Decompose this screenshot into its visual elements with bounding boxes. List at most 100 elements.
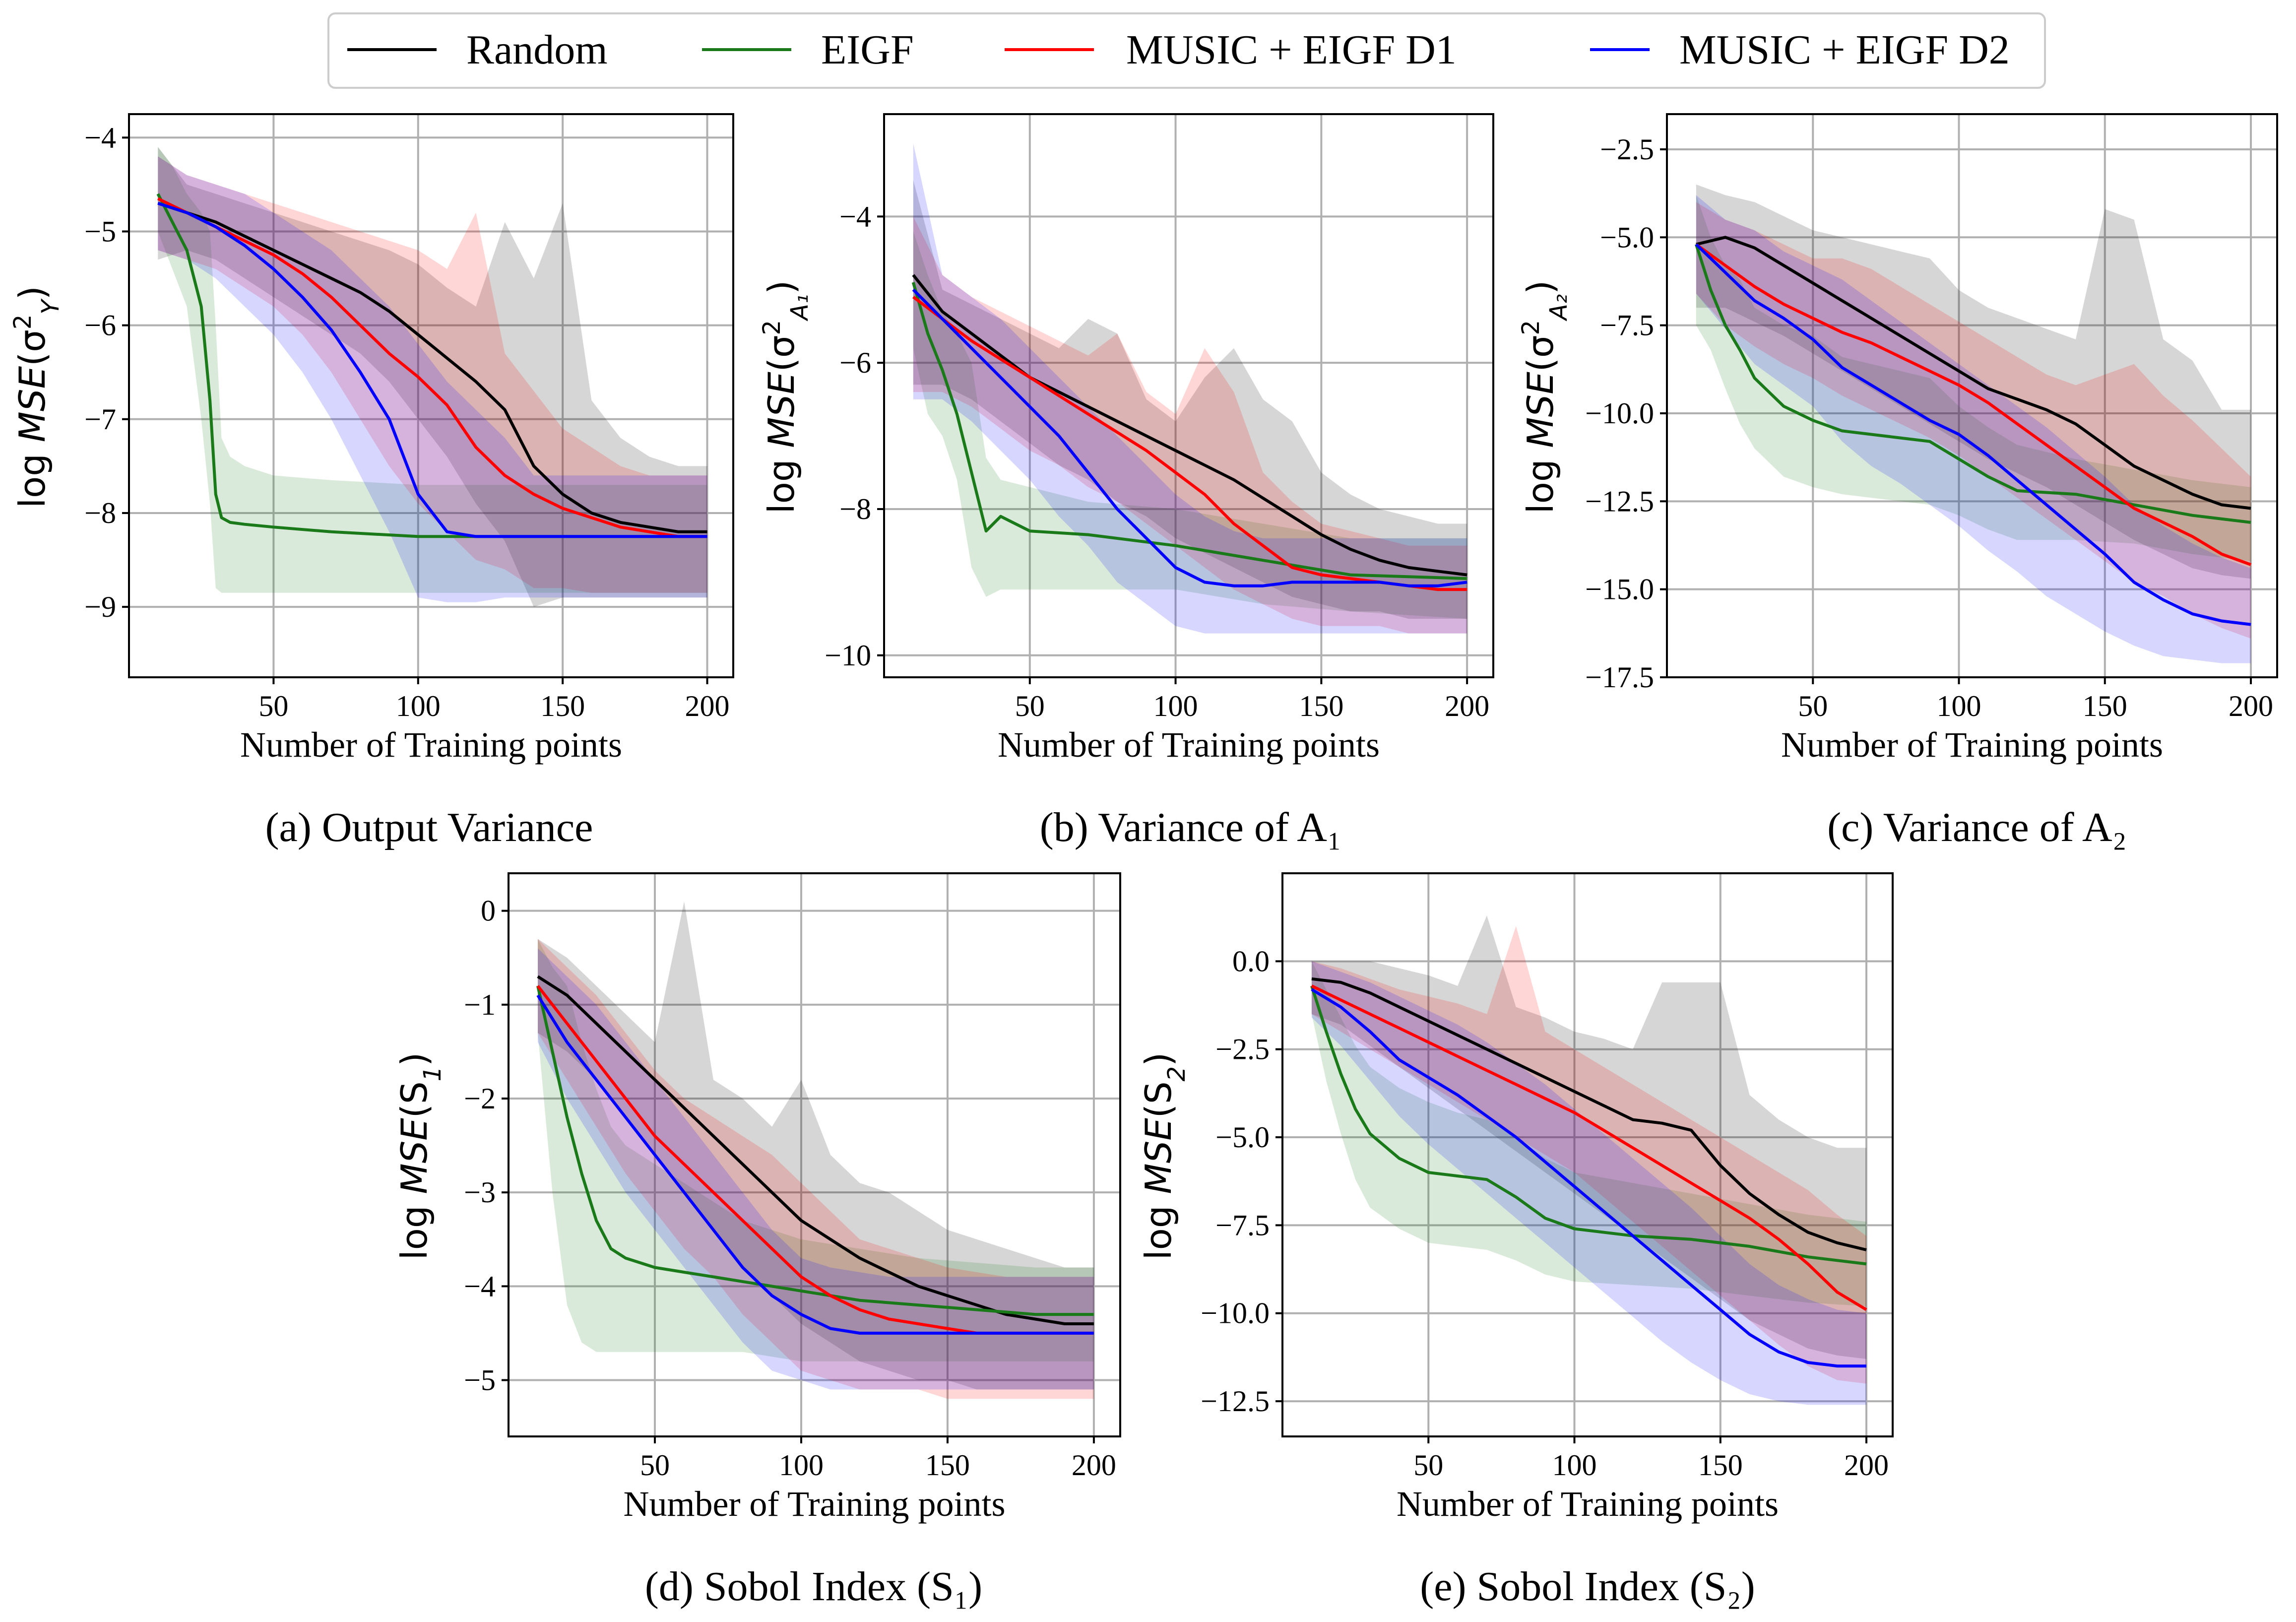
panel-e-sobol-s2: 50 100 150 200 −12.5 −10.0 −7.5 −5.0 −2.5 0.0 Numb… [1138,872,1894,1610]
band-music-eigf-d1 [538,939,1094,1399]
x-tick-label: 200 [1445,690,1489,722]
panel-b-variance-a1: 50 100 150 200 −10 −8 −6 −4 Number of Training p… [758,113,1494,850]
x-tick-label: 50 [258,690,288,722]
band-eigf [1311,961,1866,1306]
band-music-eigf-d2 [1311,961,1866,1405]
x-tick-label: 50 [1798,690,1828,722]
x-tick-label: 200 [1072,1449,1116,1482]
y-tick-label: −7.5 [1600,309,1654,342]
band-eigf [1696,195,2251,561]
x-tick-label: 200 [685,690,730,722]
legend: Random EIGF MUSIC + EIGF D1 MUSIC + EIGF… [327,12,2046,89]
series-line-music-eigf-d2 [912,288,1467,587]
y-tick-label: −3 [464,1176,496,1209]
y-tick-label: −2 [464,1082,496,1115]
y-tick-label: −8 [84,497,116,529]
y-tick-label: −6 [839,346,871,379]
y-tick-label: −5 [84,215,116,248]
x-axis-label: Number of Training points [623,1484,1005,1524]
x-tick-label: 200 [1844,1449,1889,1482]
series-line-music-eigf-d2 [1695,243,2251,626]
series-line-random [1696,236,2251,510]
y-tick-label: −7.5 [1215,1209,1270,1241]
plot-area [1310,915,1867,1405]
y-tick-label: −17.5 [1585,661,1654,694]
band-music-eigf-d1 [1696,202,2251,639]
y-axis-label: log MSE(σ2A₁) [758,280,814,514]
band-random [913,180,1467,619]
legend-frame [327,12,2046,89]
axes-frame [1666,113,2278,678]
series-line-music-eigf-d1 [1695,243,2252,566]
band-eigf [913,231,1467,619]
band-music-eigf-d1 [158,156,707,593]
series-line-music-eigf-d1 [1311,984,1867,1311]
x-tick-label: 100 [1552,1449,1597,1482]
series-line-random [157,201,707,533]
plot-area [156,147,707,607]
y-tick-label: −8 [839,493,871,525]
y-tick-label: −10.0 [1201,1297,1270,1330]
y-axis-label: log MSE(σ2A₂) [1517,280,1573,514]
band-random [1311,915,1866,1359]
series-line-music-eigf-d2 [157,201,707,538]
band-music-eigf-d1 [1311,926,1866,1384]
y-tick-label: 0 [481,895,496,927]
y-tick-label: 0.0 [1232,945,1270,977]
y-axis-label: log MSE(S1) [393,1052,446,1260]
band-random [538,901,1094,1390]
y-tick-label: −5.0 [1600,221,1654,254]
axes-frame [128,113,734,678]
x-tick-label: 100 [396,690,441,722]
y-tick-label: −7 [84,403,116,436]
band-random [1696,184,2251,579]
y-tick-label: −2.5 [1600,133,1654,166]
y-tick-label: −4 [84,121,116,154]
panel-d-sobol-s1: 50 100 150 200 −5 −4 −3 −2 −1 0 Number of Training… [393,872,1121,1610]
x-tick-label: 50 [640,1449,670,1482]
y-tick-label: −12.5 [1585,485,1654,518]
y-tick-label: −5.0 [1215,1121,1270,1154]
legend-entry-music-eigf-d1: MUSIC + EIGF D1 [1005,27,1457,73]
y-tick-label: −10.0 [1585,397,1654,430]
series-line-eigf [156,193,707,538]
x-tick-label: 150 [1299,690,1343,722]
series-line-music-eigf-d1 [157,197,707,538]
y-tick-label: −6 [84,309,116,342]
y-tick-label: −10 [825,639,871,672]
x-tick-label: 150 [1698,1449,1743,1482]
x-tick-label: 50 [1015,690,1045,722]
plot-area [911,143,1467,634]
legend-label-eigf: EIGF [821,27,914,73]
panel-a-output-variance: 50 100 150 200 −9 −8 −7 −6 −5 −4 Number of Trainin… [9,113,734,850]
series-line-eigf [536,985,1094,1316]
y-axis-label: log MSE(σ2Y) [9,286,64,508]
y-tick-label: −4 [839,200,871,233]
legend-label-music-eigf-d2: MUSIC + EIGF D2 [1679,27,2010,73]
series-line-random [912,274,1467,577]
x-tick-label: 200 [2229,690,2273,722]
panel-caption: (b) Variance of A₁ [1040,804,1342,850]
band-music-eigf-d2 [1696,195,2251,663]
x-axis-label: Number of Training points [1397,1484,1779,1524]
plot-area [1695,184,2252,663]
x-tick-label: 150 [2083,690,2127,722]
x-axis-label: Number of Training points [240,725,622,765]
legend-label-music-eigf-d1: MUSIC + EIGF D1 [1126,27,1457,73]
series-line-eigf [1695,244,2251,524]
x-tick-label: 100 [779,1449,824,1482]
legend-entry-music-eigf-d2: MUSIC + EIGF D2 [1590,27,2010,73]
panel-caption: (c) Variance of A₂ [1827,804,2127,850]
band-music-eigf-d1 [913,216,1467,634]
panel-caption: (a) Output Variance [265,804,593,850]
axes-frame [883,113,1494,678]
plot-area [536,901,1094,1399]
panel-caption: (e) Sobol Index (S₂) [1420,1563,1755,1610]
y-tick-label: −1 [464,988,496,1021]
legend-entry-random: Random [347,27,608,73]
x-axis-label: Number of Training points [1781,725,2163,765]
x-tick-label: 150 [925,1449,970,1482]
y-tick-label: −4 [464,1270,496,1302]
x-tick-label: 50 [1413,1449,1443,1482]
